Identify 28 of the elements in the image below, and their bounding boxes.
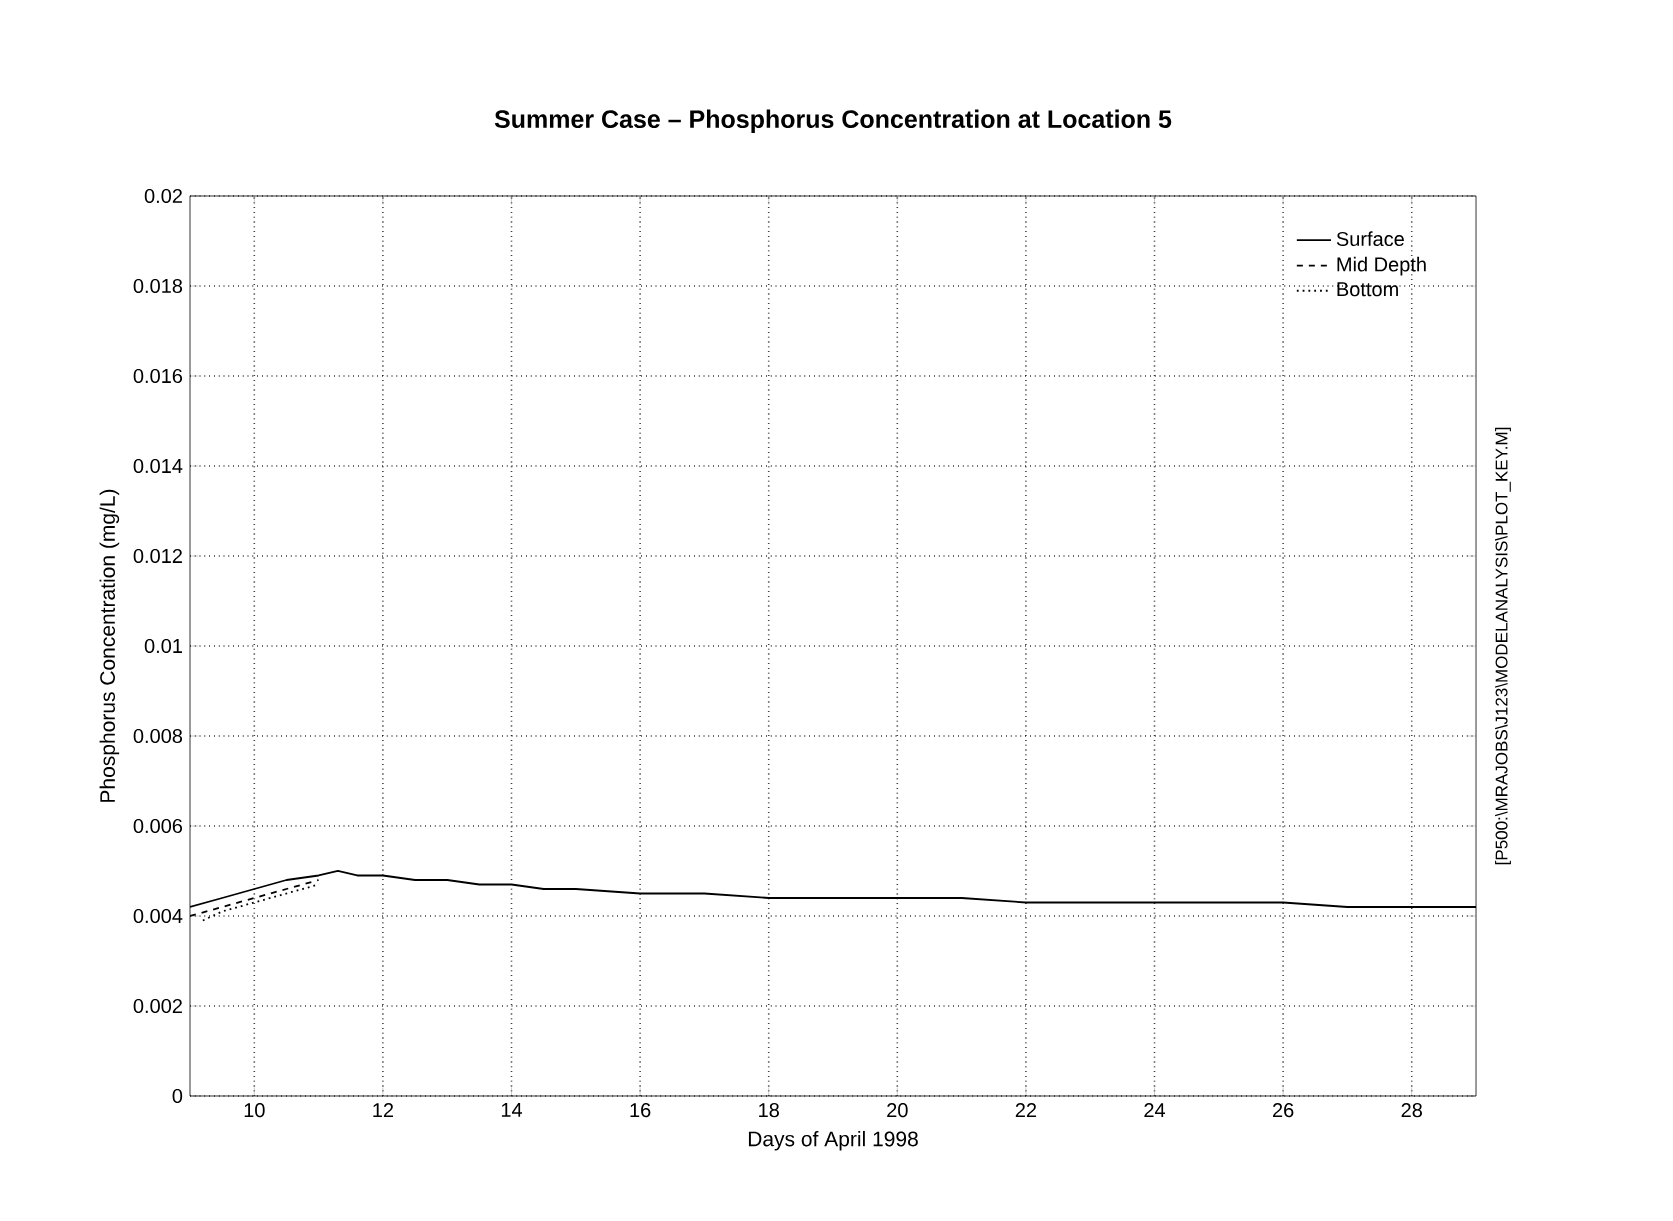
y-tick-label: 0.01 [144,638,182,654]
legend-label: Surface [1336,231,1404,247]
x-tick-label: 18 [759,1103,779,1118]
y-tick-label: 0.018 [133,278,183,294]
x-tick-label: 12 [373,1103,394,1118]
y-tick-label: 0.012 [133,548,182,564]
y-tick-label: 0.014 [133,458,183,474]
x-tick-label: 16 [630,1103,651,1118]
legend-label: Bottom [1337,282,1398,297]
text: [P500:\MRAJOBS\J123\MODELANALYSIS\PLOT_KEY.M] [1495,427,1511,865]
y-tick-label: 0 [172,1088,183,1104]
x-tick-label: 24 [1144,1103,1166,1118]
x-tick-label: 14 [501,1103,523,1117]
x-tick-label: 10 [244,1103,265,1118]
y-tick-label: 0.002 [133,998,182,1014]
x-tick-label: 26 [1273,1103,1294,1118]
y-tick-label: 0.016 [133,368,183,384]
y-tick-label: 0.02 [144,188,182,204]
x-tick-label: 22 [1015,1103,1037,1118]
y-axis-title: Phosphorus Concentration (mg/L) [99,489,120,802]
y-tick-label: 0.006 [133,818,183,834]
y-tick-label: 0.004 [133,908,183,924]
y-tick-label: 0.008 [133,728,183,744]
x-axis-title: Days of April 1998 [748,1130,918,1151]
x-tick-label: 28 [1401,1103,1422,1118]
legend-label: Mid Depth [1337,256,1426,276]
chart-title: Summer Case – Phosphorus Concentration at Location 5 [494,109,1172,133]
x-tick-label: 20 [887,1103,908,1118]
